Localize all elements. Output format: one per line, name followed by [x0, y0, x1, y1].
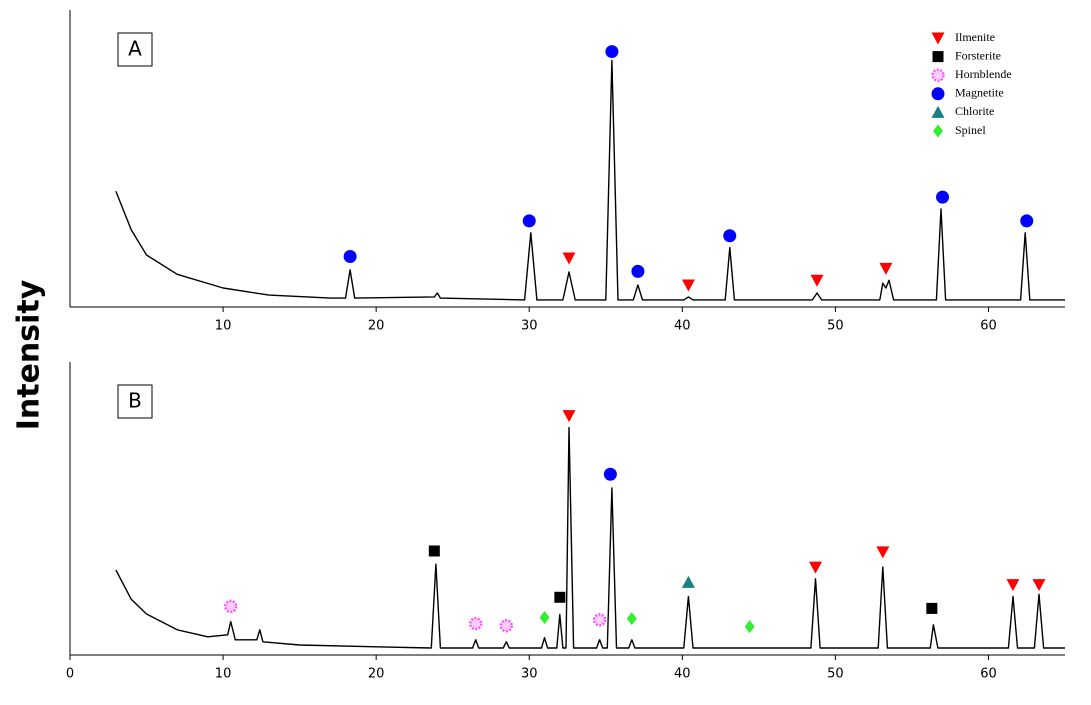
- phase-marker: [926, 602, 938, 614]
- x-tick-label: 60: [980, 667, 997, 682]
- y-axis-label: Intensity: [12, 279, 47, 430]
- legend-symbol: [931, 68, 945, 82]
- x-tick-label: 60: [980, 319, 997, 334]
- x-tick-label: 30: [521, 667, 538, 682]
- phase-marker: [681, 575, 695, 588]
- phase-marker: [1032, 579, 1046, 592]
- phase-marker: [681, 279, 695, 292]
- phase-marker: [626, 612, 637, 626]
- legend-symbol: [931, 87, 945, 101]
- x-tick-label: 20: [368, 667, 385, 682]
- phase-marker: [499, 618, 514, 633]
- panel-label: B: [128, 389, 142, 413]
- x-tick-label: 10: [215, 319, 232, 334]
- x-tick-label: 50: [827, 319, 844, 334]
- phase-marker: [562, 410, 576, 423]
- legend-label: Chlorite: [955, 104, 994, 118]
- phase-marker: [879, 262, 893, 275]
- legend-label: Magnetite: [955, 86, 1004, 100]
- x-tick-label: 40: [674, 667, 691, 682]
- phase-marker: [876, 546, 890, 559]
- phase-marker: [562, 252, 576, 265]
- x-tick-label: 10: [215, 667, 232, 682]
- phase-marker: [554, 591, 566, 603]
- legend-label: Ilmenite: [955, 30, 995, 44]
- legend-label: Spinel: [955, 123, 986, 137]
- panel-label-box: [117, 384, 153, 419]
- panel-label: A: [128, 37, 142, 61]
- legend-label: Hornblende: [955, 67, 1012, 81]
- phase-marker: [343, 250, 357, 264]
- phase-marker: [1006, 579, 1020, 592]
- x-tick-label: 20: [368, 319, 385, 334]
- legend-label: Forsterite: [955, 48, 1001, 62]
- xrd-trace: [115, 426, 1065, 649]
- legend-symbol: [933, 124, 943, 138]
- phase-marker: [631, 264, 645, 278]
- phase-marker: [810, 274, 824, 287]
- phase-marker: [723, 229, 737, 243]
- x-tick-label: 50: [827, 667, 844, 682]
- phase-marker: [744, 620, 755, 634]
- x-tick-label: 30: [521, 319, 538, 334]
- legend-symbol: [932, 51, 944, 63]
- legend-symbol: [931, 32, 945, 45]
- phase-marker: [539, 610, 550, 624]
- panel-label-box: [117, 32, 153, 67]
- phase-marker: [592, 613, 607, 627]
- phase-marker: [605, 45, 619, 59]
- x-tick-label: 0: [66, 667, 74, 682]
- xrd-trace: [115, 59, 1065, 301]
- phase-marker: [808, 561, 822, 574]
- phase-marker: [428, 545, 440, 557]
- x-tick-label: 40: [674, 319, 691, 334]
- phase-marker: [1020, 214, 1034, 228]
- phase-marker: [223, 599, 238, 614]
- legend-symbol: [931, 105, 945, 118]
- phase-marker: [936, 190, 950, 204]
- phase-marker: [603, 467, 617, 481]
- phase-marker: [522, 214, 536, 228]
- phase-marker: [468, 616, 483, 631]
